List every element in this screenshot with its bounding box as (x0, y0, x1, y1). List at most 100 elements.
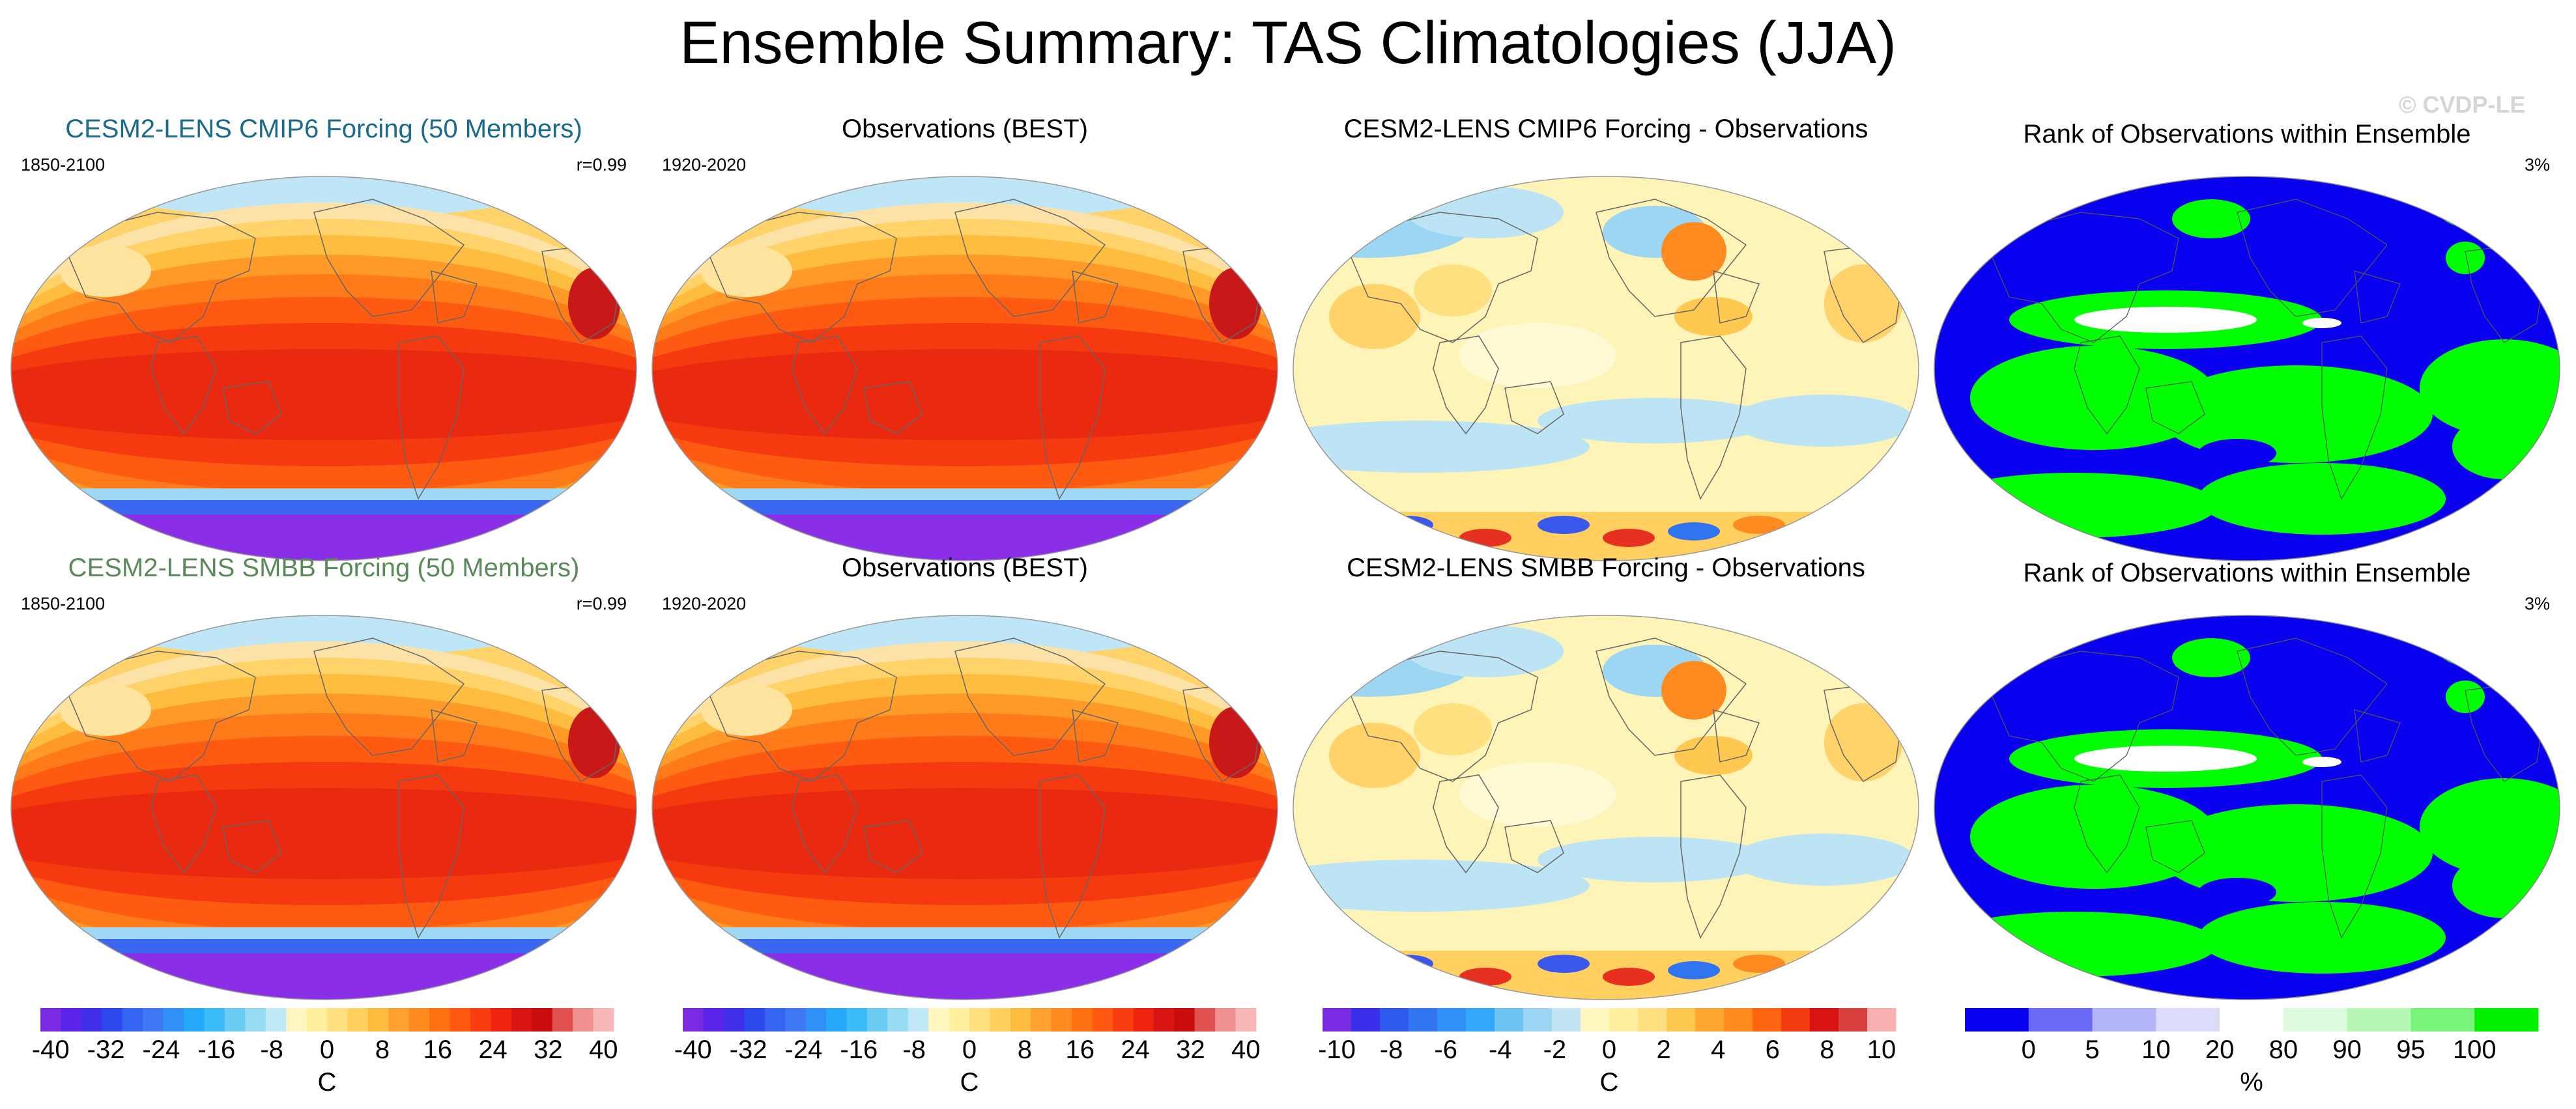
colorbar-swatch (928, 1008, 950, 1032)
panel-title: CESM2-LENS SMBB Forcing - Observations (1347, 554, 1865, 582)
colorbar-swatch (122, 1008, 143, 1032)
colorbar-swatch (1235, 1008, 1257, 1032)
map-climatology (651, 615, 1278, 1000)
map-rank (1934, 615, 2560, 1000)
colorbar-swatch (204, 1008, 225, 1032)
map-rank (1934, 176, 2560, 561)
colorbar-tick-label: 2 (1656, 1035, 1671, 1064)
map-climatology (10, 176, 637, 561)
colorbar-tick-label: 16 (1065, 1035, 1095, 1064)
colorbar-tick-label: 16 (423, 1035, 452, 1064)
colorbar-swatch (846, 1008, 868, 1032)
colorbar-swatch (949, 1008, 970, 1032)
colorbar-swatch (511, 1008, 532, 1032)
colorbar-tick-label: 95 (2396, 1035, 2426, 1064)
colorbar-swatch (1667, 1008, 1696, 1032)
colorbar-tick-label: -8 (1379, 1035, 1403, 1064)
colorbar-swatch (81, 1008, 102, 1032)
colorbar-swatch (245, 1008, 266, 1032)
watermark: © CVDP-LE (2399, 91, 2526, 118)
panel-title: Observations (BEST) (842, 115, 1088, 143)
colorbar-swatch (1409, 1008, 1438, 1032)
panel-rank-percent: 3% (2524, 594, 2550, 613)
colorbar-unit: % (2240, 1068, 2263, 1097)
colorbar-swatch (1839, 1008, 1868, 1032)
colorbar-swatch (2474, 1008, 2539, 1032)
figure-title: Ensemble Summary: TAS Climatologies (JJA… (680, 10, 1896, 76)
map-climatology (651, 176, 1278, 561)
colorbar-swatch (1867, 1008, 1896, 1032)
colorbar-tick-label: 0 (962, 1035, 977, 1064)
colorbar-swatch (990, 1008, 1011, 1032)
panel-r2c1: CESM2-LENS SMBB Forcing (50 Members) 185… (8, 554, 640, 1003)
colorbar-swatch (1153, 1008, 1175, 1032)
panel-r1c4: Rank of Observations within Ensemble 3% (1931, 115, 2563, 564)
colorbar-swatch (887, 1008, 909, 1032)
panel-period: 1920-2020 (662, 155, 747, 175)
colorbar-swatch (744, 1008, 766, 1032)
panel-r2c4: Rank of Observations within Ensemble 3% (1931, 554, 2563, 1003)
colorbar-tick-label: -2 (1543, 1035, 1567, 1064)
colorbar-tick-label: 5 (2085, 1035, 2100, 1064)
colorbar-swatch (1965, 1008, 2029, 1032)
colorbar-swatch (1810, 1008, 1839, 1032)
colorbar-swatch (143, 1008, 164, 1032)
colorbar-swatch (764, 1008, 786, 1032)
colorbar-unit: C (960, 1068, 979, 1097)
colorbar-swatch (1051, 1008, 1072, 1032)
colorbar-swatch (286, 1008, 308, 1032)
colorbar-tick-label: -32 (729, 1035, 767, 1064)
colorbar-swatch (1695, 1008, 1724, 1032)
colorbar-tick-label: 4 (1711, 1035, 1726, 1064)
colorbar-swatch (2092, 1008, 2156, 1032)
colorbar-swatch (723, 1008, 745, 1032)
colorbar-swatch (1215, 1008, 1237, 1032)
colorbar-swatch (1133, 1008, 1154, 1032)
colorbar-swatch (2283, 1008, 2348, 1032)
colorbar-tick-label: -40 (674, 1035, 712, 1064)
panel-title: CESM2-LENS SMBB Forcing (50 Members) (68, 554, 580, 582)
colorbar-swatch (866, 1008, 888, 1032)
colorbar-swatch (1092, 1008, 1113, 1032)
map-difference (1293, 176, 1919, 561)
colorbar-swatch (265, 1008, 287, 1032)
colorbar-tick-label: 80 (2268, 1035, 2298, 1064)
colorbar-tick-label: -40 (31, 1035, 70, 1064)
colorbar-tick-label: 0 (319, 1035, 335, 1064)
colorbar-unit: C (1599, 1068, 1619, 1097)
colorbar-swatches (40, 1008, 614, 1032)
panel-r1c1: CESM2-LENS CMIP6 Forcing (50 Members) 18… (8, 115, 640, 564)
colorbar-swatch (1638, 1008, 1667, 1032)
colorbar-tick-label: 90 (2332, 1035, 2362, 1064)
colorbar-swatch (2411, 1008, 2475, 1032)
map-climatology (10, 615, 637, 1000)
colorbar-swatch (785, 1008, 807, 1032)
colorbar-tick-label: 0 (2021, 1035, 2036, 1064)
colorbar-swatch (184, 1008, 205, 1032)
colorbar-swatch (573, 1008, 594, 1032)
colorbar-swatch (683, 1008, 704, 1032)
colorbar-swatch (1437, 1008, 1467, 1032)
colorbar-swatches (1323, 1008, 1896, 1032)
colorbar-swatch (1174, 1008, 1195, 1032)
colorbar-swatch (1194, 1008, 1216, 1032)
colorbar-swatch (1072, 1008, 1093, 1032)
colorbar-tick-label: 0 (1601, 1035, 1617, 1064)
colorbar-tick-label: 10 (1867, 1035, 1896, 1064)
colorbar-tick-label: -10 (1318, 1035, 1356, 1064)
colorbar-tick-label: 100 (2452, 1035, 2497, 1064)
colorbar-tick-label: 10 (2141, 1035, 2171, 1064)
colorbar-swatch (61, 1008, 82, 1032)
colorbar-tick-label: 24 (478, 1035, 508, 1064)
colorbar-tick-label: 32 (1176, 1035, 1205, 1064)
colorbar-swatch (2220, 1008, 2284, 1032)
colorbar-swatch (1351, 1008, 1381, 1032)
colorbar-swatch (1552, 1008, 1581, 1032)
colorbar-tick-label: -32 (87, 1035, 125, 1064)
colorbar-swatch (450, 1008, 471, 1032)
map-difference (1293, 615, 1919, 1000)
colorbar-swatch (1781, 1008, 1810, 1032)
colorbar-unit: C (317, 1068, 337, 1097)
colorbar-tick-label: -6 (1434, 1035, 1457, 1064)
colorbar-swatch (1495, 1008, 1524, 1032)
